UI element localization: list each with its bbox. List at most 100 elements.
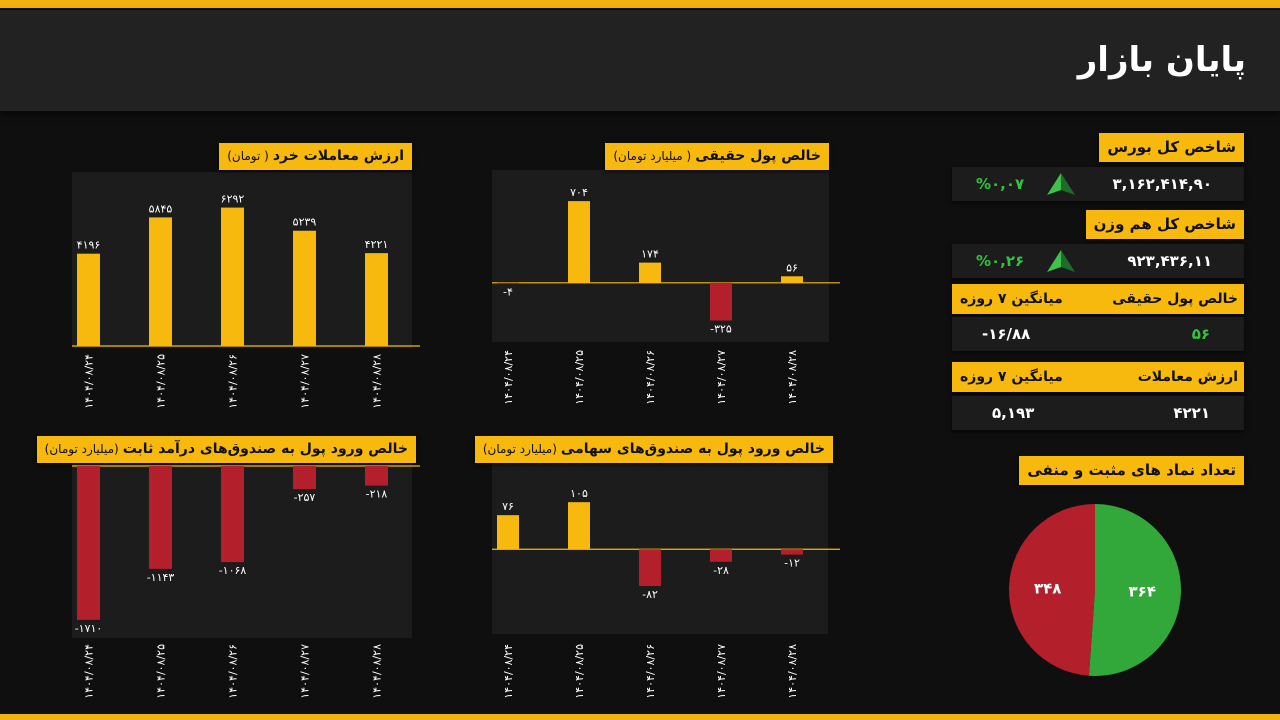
data-label: -۸۲ [642,588,658,601]
page-title: پایان بازار [1077,40,1246,80]
x-tick-label: ۱۴۰۴/۰۸/۲۶ [227,644,240,699]
bar [221,207,244,346]
equity-funds-chart: ۷۶ ۱۴۰۴/۰۸/۲۴ ۱۰۵ ۱۴۰۴/۰۸/۲۵ -۸۲ ۱۴۰۴/۰۸/۲۶ -۲… [492,487,840,699]
pie-title: تعداد نماد های مثبت و منفی [1019,456,1244,485]
bar [293,230,316,346]
bar [365,253,388,346]
data-label: -۴ [503,285,513,298]
index-total-change: %۰,۰۷ [976,175,1025,193]
data-label: -۲۵۷ [294,491,316,504]
data-label: -۳۲۵ [710,323,732,336]
x-tick-label: ۱۴۰۴/۰۸/۲۴ [502,644,515,699]
real-money-row: ۵۶ -۱۶/۸۸ [952,317,1244,351]
x-tick-label: ۱۴۰۴/۰۸/۲۷ [715,350,728,405]
x-tick-label: ۱۴۰۴/۰۸/۲۵ [573,644,586,699]
pie-title-text: تعداد نماد های مثبت و منفی [1027,461,1236,479]
bar [568,502,590,550]
pie-slice [1009,504,1095,676]
bar [149,466,172,569]
index-total-label-text: شاخص کل بورس [1107,138,1236,156]
x-tick-label: ۱۴۰۴/۰۸/۲۴ [502,350,515,405]
x-tick-label: ۱۴۰۴/۰۸/۲۵ [155,354,168,409]
bar [781,549,803,555]
x-tick-label: ۱۴۰۴/۰۸/۲۷ [299,644,312,699]
x-tick-label: ۱۴۰۴/۰۸/۲۵ [573,350,586,405]
bar [365,466,388,486]
fixed-chart-unit: (میلیارد تومان) [44,442,119,456]
bar [639,262,661,283]
data-label: -۲۱۸ [366,488,388,501]
fixed-chart-title: خالص ورود پول به صندوق‌های درآمد ثابت(می… [36,436,416,463]
equity-chart-title: خالص ورود پول به صندوق‌های سهامی(میلیارد… [474,436,833,463]
equity-chart-unit: (میلیارد تومان) [482,442,557,456]
index-equal-label: شاخص کل هم وزن [1085,210,1244,239]
real-money-avg-label: میانگین ۷ روزه [960,291,1063,307]
index-total-value: ۳,۱۶۲,۴۱۴,۹۰ [1112,175,1213,193]
x-tick-label: ۱۴۰۴/۰۸/۲۷ [715,644,728,699]
x-tick-label: ۱۴۰۴/۰۸/۲۸ [786,644,799,699]
x-tick-label: ۱۴۰۴/۰۸/۲۴ [83,354,96,409]
x-tick-label: ۱۴۰۴/۰۸/۲۶ [644,350,657,405]
data-label: -۱۲ [784,557,800,570]
data-label: -۱۰۶۸ [219,564,247,577]
index-equal-change: %۰,۲۶ [976,252,1025,270]
trade-value-avg-label: میانگین ۷ روزه [960,369,1063,385]
trade-value-header: ارزش معاملات میانگین ۷ روزه [952,362,1244,392]
x-tick-label: ۱۴۰۴/۰۸/۲۸ [786,350,799,405]
data-label: ۷۰۴ [570,186,588,199]
trade-value-row: ۴۲۲۱ ۵,۱۹۳ [952,396,1244,430]
real-money-label: خالص پول حقیقی [1112,291,1238,307]
trade-value-value: ۴۲۲۱ [1173,404,1210,422]
x-tick-label: ۱۴۰۴/۰۸/۲۵ [155,644,168,699]
up-arrow-icon [1047,250,1075,272]
bar [221,466,244,563]
real-chart-title-text: خالص پول حقیقی [695,148,821,164]
retail-chart-unit: ( تومان) [227,149,269,163]
data-label: ۵۶ [786,261,798,274]
bar [77,253,100,346]
real-chart-panel [492,170,829,342]
pie-label: ۳۴۸ [1034,579,1061,597]
top-accent-bar [0,0,1280,8]
trade-value-label: ارزش معاملات [1137,369,1238,385]
real-money-value: ۵۶ [1191,325,1210,343]
pie-label: ۳۶۴ [1129,583,1156,601]
retail-chart: ۴۱۹۶ ۱۴۰۴/۰۸/۲۴ ۵۸۴۵ ۱۴۰۴/۰۸/۲۵ ۶۲۹۲ ۱۴۰۴/۰۸/… [72,193,420,409]
data-label: ۱۷۴ [641,248,659,261]
bar [149,217,172,346]
index-total-row: ۳,۱۶۲,۴۱۴,۹۰ %۰,۰۷ [952,167,1244,201]
data-label: ۴۲۲۱ [365,238,389,251]
x-tick-label: ۱۴۰۴/۰۸/۲۴ [83,644,96,699]
pie-slice [1088,504,1181,676]
trade-value-avg: ۵,۱۹۳ [992,404,1035,422]
bar [781,276,803,283]
bar [293,466,316,490]
fixed-income-funds-chart: -۱۷۱۰ ۱۴۰۴/۰۸/۲۴ -۱۱۴۳ ۱۴۰۴/۰۸/۲۵ -۱۰۶۸ ۱۴۰۴/… [72,465,420,699]
bar [497,282,519,284]
data-label: -۲۸ [713,564,729,577]
data-label: ۵۸۴۵ [149,202,173,215]
index-equal-value: ۹۲۳,۴۳۶,۱۱ [1127,252,1212,270]
up-arrow-icon [1047,173,1075,195]
retail-chart-title: ارزش معاملات خرد( تومان) [219,143,412,170]
real-chart-title: خالص پول حقیقی( میلیارد تومان) [605,143,829,170]
data-label: ۷۶ [502,500,514,513]
equity-chart-title-text: خالص ورود پول به صندوق‌های سهامی [560,441,825,457]
bar [710,549,732,562]
bottom-accent-bar [0,714,1280,720]
index-equal-label-text: شاخص کل هم وزن [1093,215,1236,233]
data-label: ۵۲۳۹ [293,216,317,229]
positive-negative-pie-chart: ۳۶۴ ۳۴۸ [1009,504,1181,676]
bar [710,282,732,321]
fixed-chart-title-text: خالص ورود پول به صندوق‌های درآمد ثابت [122,441,408,457]
real-money-header: خالص پول حقیقی میانگین ۷ روزه [952,284,1244,314]
bar [568,201,590,283]
real-money-avg: -۱۶/۸۸ [982,325,1031,343]
equity-chart-panel [492,462,828,634]
data-label: ۴۱۹۶ [77,239,101,252]
data-label: -۱۷۱۰ [75,622,103,635]
bar [497,515,519,550]
x-tick-label: ۱۴۰۴/۰۸/۲۶ [644,644,657,699]
x-tick-label: ۱۴۰۴/۰۸/۲۶ [227,354,240,409]
bar [77,466,100,620]
